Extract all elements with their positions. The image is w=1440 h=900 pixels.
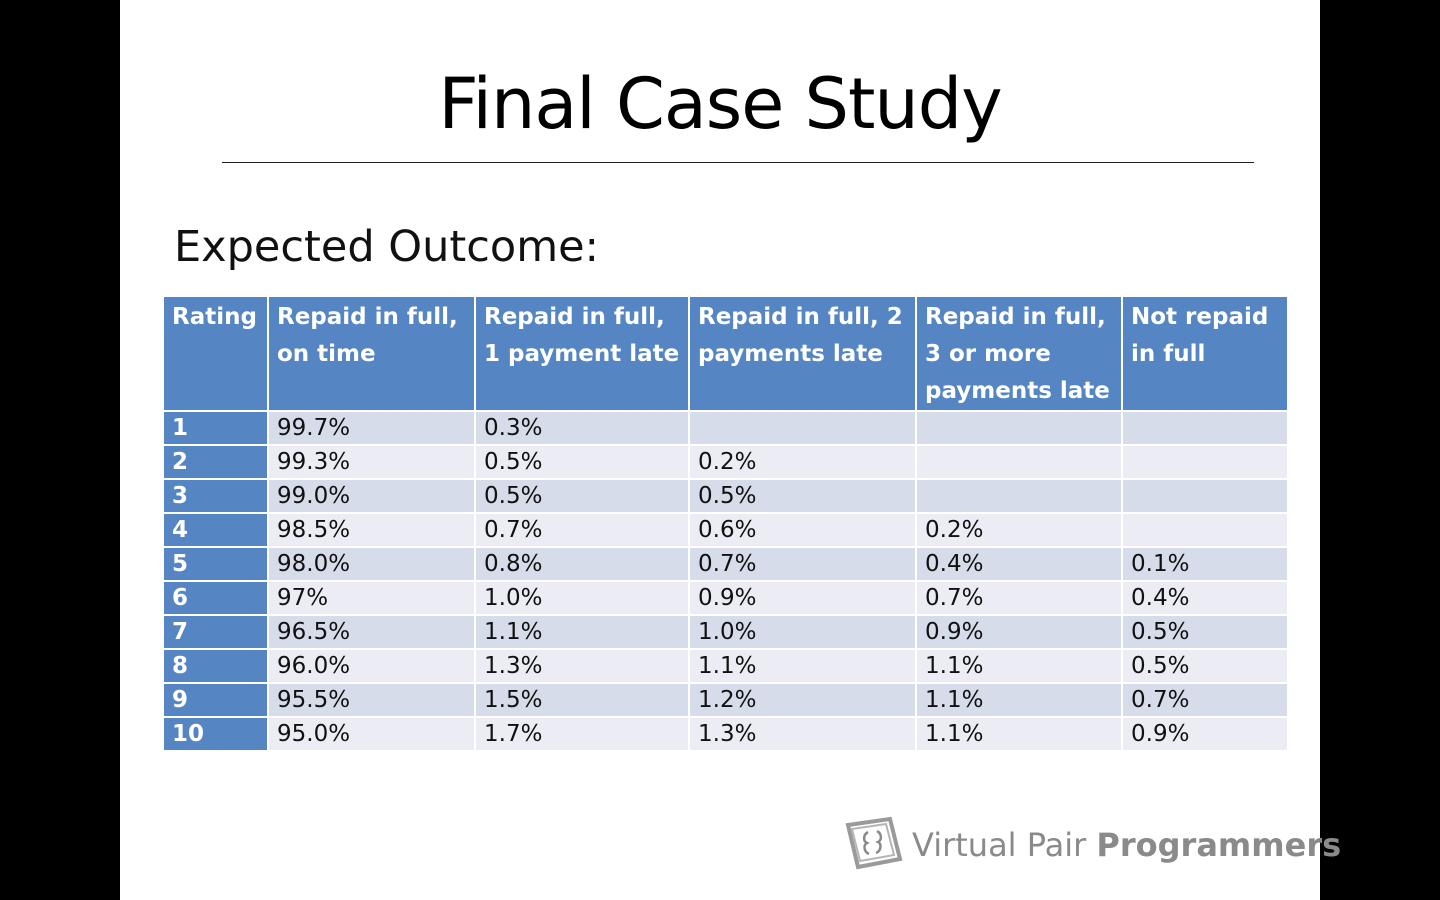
- table-cell: [1121, 410, 1289, 446]
- table-row: 7 96.5% 1.1% 1.0% 0.9% 0.5%: [162, 614, 1289, 650]
- table-cell: 0.5%: [688, 478, 917, 514]
- table-cell: [688, 410, 917, 446]
- table-cell: 1.5%: [474, 682, 690, 718]
- table-row: 3 99.0% 0.5% 0.5%: [162, 478, 1289, 514]
- rating-cell: 7: [162, 614, 269, 650]
- table-cell: 1.1%: [915, 648, 1123, 684]
- table-cell: [915, 478, 1123, 514]
- table-cell: 1.1%: [915, 716, 1123, 752]
- vpp-logo: Virtual Pair Programmers: [844, 815, 1341, 875]
- table-cell: 0.7%: [474, 512, 690, 548]
- rating-cell: 2: [162, 444, 269, 480]
- header-2-late: Repaid in full, 2 payments late: [688, 295, 917, 412]
- table-cell: [915, 444, 1123, 480]
- table-cell: 99.7%: [267, 410, 476, 446]
- table-cell: 98.5%: [267, 512, 476, 548]
- rating-cell: 6: [162, 580, 269, 616]
- table-cell: [1121, 444, 1289, 480]
- slide: Final Case Study Expected Outcome: Ratin…: [120, 0, 1341, 900]
- table-cell: 95.0%: [267, 716, 476, 752]
- table-cell: 99.3%: [267, 444, 476, 480]
- expected-outcome-table: Rating Repaid in full, on time Repaid in…: [162, 295, 1289, 752]
- table-row: 8 96.0% 1.3% 1.1% 1.1% 0.5%: [162, 648, 1289, 684]
- table-cell: 98.0%: [267, 546, 476, 582]
- table-row: 6 97% 1.0% 0.9% 0.7% 0.4%: [162, 580, 1289, 616]
- vpp-logo-icon: [845, 816, 903, 870]
- table-cell: 1.7%: [474, 716, 690, 752]
- table-cell: 0.4%: [1121, 580, 1289, 616]
- rating-cell: 3: [162, 478, 269, 514]
- slide-subtitle: Expected Outcome:: [174, 222, 600, 272]
- header-on-time: Repaid in full, on time: [267, 295, 476, 412]
- table-cell: 0.9%: [915, 614, 1123, 650]
- title-divider: [222, 162, 1254, 163]
- rating-cell: 9: [162, 682, 269, 718]
- table-cell: 96.0%: [267, 648, 476, 684]
- rating-cell: 8: [162, 648, 269, 684]
- logo-text-light: Virtual Pair: [912, 826, 1097, 864]
- table-cell: 1.1%: [688, 648, 917, 684]
- table-cell: 0.2%: [915, 512, 1123, 548]
- table-cell: [1121, 512, 1289, 548]
- header-1-late: Repaid in full, 1 payment late: [474, 295, 690, 412]
- rating-cell: 5: [162, 546, 269, 582]
- table-row: 9 95.5% 1.5% 1.2% 1.1% 0.7%: [162, 682, 1289, 718]
- table-cell: 99.0%: [267, 478, 476, 514]
- table-row: 5 98.0% 0.8% 0.7% 0.4% 0.1%: [162, 546, 1289, 582]
- rating-cell: 10: [162, 716, 269, 752]
- table-cell: 0.5%: [474, 444, 690, 480]
- header-3-plus-late: Repaid in full, 3 or more payments late: [915, 295, 1123, 412]
- table-cell: [915, 410, 1123, 446]
- slide-title: Final Case Study: [438, 63, 1002, 145]
- table-cell: 0.5%: [1121, 648, 1289, 684]
- table-cell: 0.3%: [474, 410, 690, 446]
- table-row: 2 99.3% 0.5% 0.2%: [162, 444, 1289, 480]
- table-body: 1 99.7% 0.3% 2 99.3% 0.5% 0.2% 3 99.0% 0.5% 0.5% 4 9…: [162, 410, 1289, 752]
- table-cell: 0.7%: [688, 546, 917, 582]
- table-cell: 95.5%: [267, 682, 476, 718]
- table-cell: 1.1%: [474, 614, 690, 650]
- table-cell: 0.5%: [474, 478, 690, 514]
- table-cell: 0.9%: [688, 580, 917, 616]
- table-cell: 1.0%: [688, 614, 917, 650]
- table-cell: 1.3%: [474, 648, 690, 684]
- rating-cell: 1: [162, 410, 269, 446]
- table-cell: 1.3%: [688, 716, 917, 752]
- table-cell: 0.5%: [1121, 614, 1289, 650]
- vpp-logo-text: Virtual Pair Programmers: [912, 826, 1341, 864]
- table-cell: 0.9%: [1121, 716, 1289, 752]
- table-cell: 0.4%: [915, 546, 1123, 582]
- table-cell: 0.6%: [688, 512, 917, 548]
- table-cell: [1121, 478, 1289, 514]
- table-row: 4 98.5% 0.7% 0.6% 0.2%: [162, 512, 1289, 548]
- table-header-row: Rating Repaid in full, on time Repaid in…: [162, 295, 1289, 412]
- table-cell: 97%: [267, 580, 476, 616]
- table-cell: 0.8%: [474, 546, 690, 582]
- table-cell: 1.1%: [915, 682, 1123, 718]
- table-row: 1 99.7% 0.3%: [162, 410, 1289, 446]
- table-cell: 0.7%: [915, 580, 1123, 616]
- table-cell: 0.1%: [1121, 546, 1289, 582]
- table-cell: 0.2%: [688, 444, 917, 480]
- table-cell: 0.7%: [1121, 682, 1289, 718]
- rating-cell: 4: [162, 512, 269, 548]
- table-cell: 96.5%: [267, 614, 476, 650]
- header-not-repaid: Not repaid in full: [1121, 295, 1289, 412]
- table-cell: 1.0%: [474, 580, 690, 616]
- header-rating: Rating: [162, 295, 269, 412]
- logo-text-bold: Programmers: [1096, 826, 1342, 864]
- table-row: 10 95.0% 1.7% 1.3% 1.1% 0.9%: [162, 716, 1289, 752]
- table-cell: 1.2%: [688, 682, 917, 718]
